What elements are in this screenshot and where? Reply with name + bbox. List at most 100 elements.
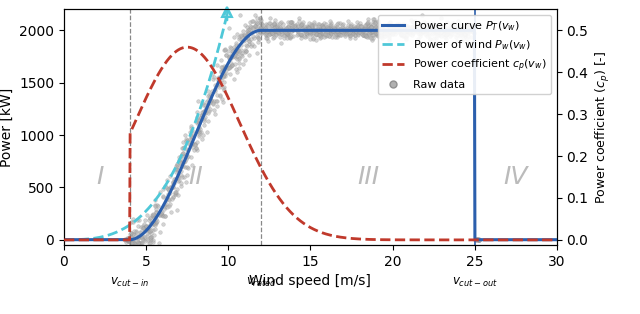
Point (373, 31, 383, 36)
Point (402, 33, 412, 38)
Point (243, 36, 253, 41)
Point (204, 111, 214, 116)
Point (204, 108, 214, 113)
Point (380, 28, 390, 33)
Point (260, 24, 271, 29)
Point (148, 238, 159, 243)
Point (312, 31, 323, 36)
Point (186, 155, 196, 160)
Point (403, 29, 413, 34)
Point (377, 25, 387, 30)
Point (132, 218, 143, 223)
Point (246, 29, 257, 34)
Point (243, 41, 253, 46)
Point (433, 25, 443, 30)
Point (197, 109, 207, 114)
Point (361, 26, 371, 31)
Point (322, 30, 332, 35)
Point (309, 27, 319, 32)
Point (197, 112, 207, 117)
Point (445, 29, 455, 34)
Point (453, 26, 463, 31)
Point (212, 81, 223, 86)
Point (334, 29, 344, 34)
Point (309, 21, 319, 26)
Point (456, 25, 466, 30)
Point (122, 238, 132, 243)
Point (285, 25, 296, 30)
Point (466, 26, 476, 31)
Point (183, 165, 193, 171)
Point (314, 29, 324, 34)
Point (402, 28, 412, 33)
Point (199, 123, 209, 128)
Point (416, 28, 426, 33)
Point (364, 24, 374, 29)
Point (474, 238, 484, 243)
Point (368, 33, 378, 38)
Point (206, 98, 216, 103)
Point (457, 28, 467, 33)
Point (385, 19, 396, 24)
Point (187, 141, 197, 146)
Point (125, 235, 136, 240)
Point (405, 29, 415, 34)
Point (332, 22, 342, 27)
Point (421, 27, 431, 32)
Point (178, 163, 188, 168)
Point (371, 24, 381, 29)
Point (175, 160, 185, 165)
Point (209, 83, 220, 88)
Point (290, 24, 300, 29)
Point (241, 48, 251, 53)
Point (303, 25, 313, 30)
Point (403, 27, 413, 32)
Point (345, 35, 355, 41)
Point (246, 18, 257, 23)
Point (273, 28, 284, 33)
Point (150, 217, 161, 222)
Point (355, 24, 365, 29)
Point (238, 33, 248, 38)
Point (463, 31, 473, 36)
Point (252, 34, 262, 39)
Point (244, 23, 255, 28)
Point (400, 23, 410, 28)
Point (303, 24, 314, 29)
Point (422, 32, 433, 37)
Point (292, 31, 303, 36)
Point (383, 28, 394, 33)
Point (252, 25, 262, 30)
Point (144, 225, 154, 230)
Point (379, 28, 389, 33)
Point (294, 15, 304, 20)
Point (230, 52, 241, 57)
Point (431, 32, 442, 37)
Point (350, 36, 360, 41)
Point (202, 118, 212, 123)
Point (458, 24, 468, 29)
Point (447, 20, 458, 25)
Point (207, 88, 218, 93)
Point (146, 230, 156, 235)
Point (386, 24, 396, 29)
Point (218, 74, 228, 79)
Point (320, 28, 330, 33)
Point (394, 27, 404, 32)
Point (202, 130, 212, 135)
Point (271, 29, 282, 34)
Point (335, 26, 346, 31)
Point (436, 29, 446, 34)
Point (199, 109, 209, 114)
Point (240, 47, 250, 52)
Point (129, 240, 140, 245)
Point (301, 26, 312, 31)
Point (300, 26, 310, 31)
Point (342, 25, 352, 30)
Point (364, 35, 374, 40)
Point (236, 33, 246, 38)
Point (124, 238, 134, 243)
Point (265, 25, 275, 30)
Point (192, 139, 202, 144)
Point (150, 204, 160, 209)
